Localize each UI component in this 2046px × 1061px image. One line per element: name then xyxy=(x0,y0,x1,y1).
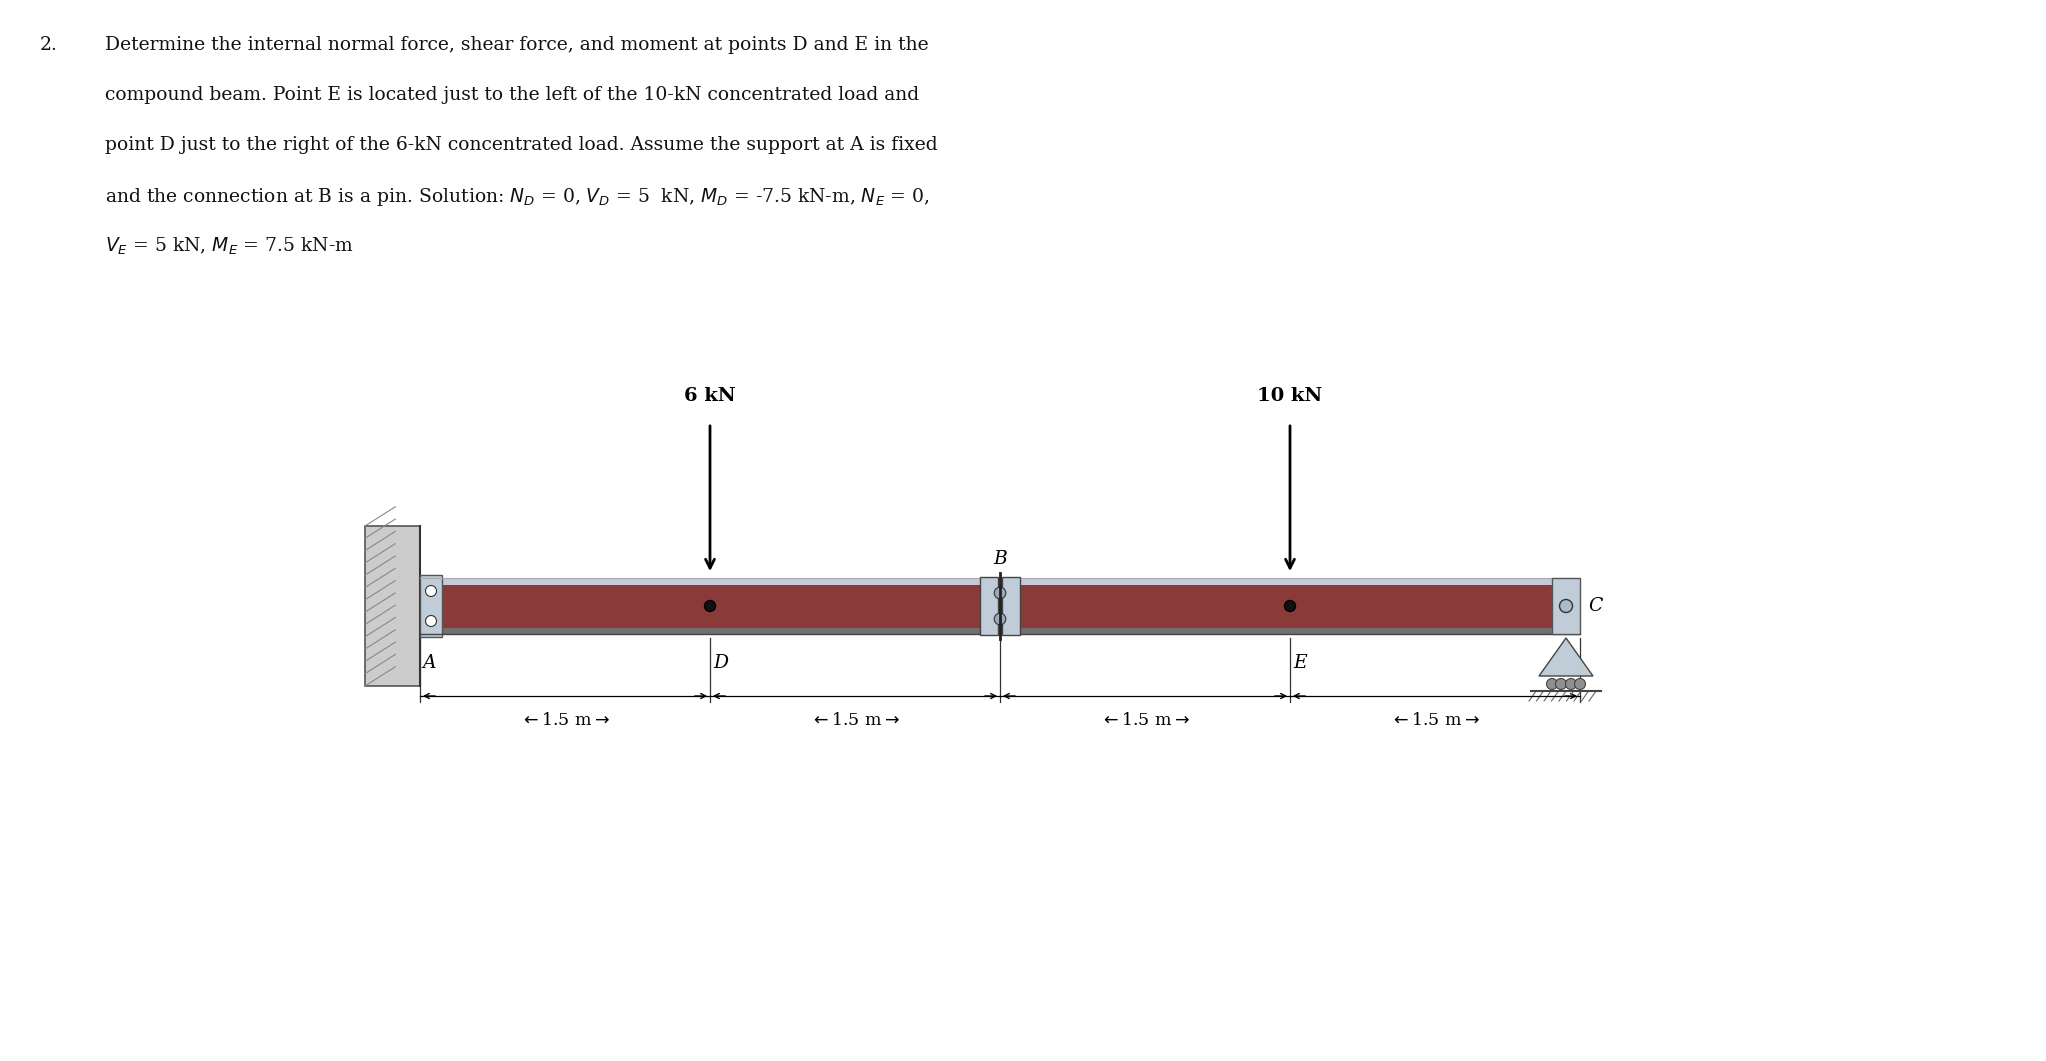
Text: 6 kN: 6 kN xyxy=(683,387,737,405)
Bar xyxy=(419,578,1580,585)
Text: 10 kN: 10 kN xyxy=(1258,387,1322,405)
Text: point D just to the right of the 6-kN concentrated load. Assume the support at A: point D just to the right of the 6-kN co… xyxy=(104,136,937,154)
Text: $\leftarrow$1.5 m$\rightarrow$: $\leftarrow$1.5 m$\rightarrow$ xyxy=(810,712,900,729)
Text: $V_E$ = 5 kN, $M_E$ = 7.5 kN-m: $V_E$ = 5 kN, $M_E$ = 7.5 kN-m xyxy=(104,236,354,258)
Bar xyxy=(419,578,1580,634)
Circle shape xyxy=(994,587,1007,598)
Circle shape xyxy=(704,601,716,611)
Circle shape xyxy=(1565,678,1577,690)
Bar xyxy=(980,577,998,634)
Bar xyxy=(1553,578,1580,634)
Circle shape xyxy=(1555,678,1567,690)
Circle shape xyxy=(994,613,1007,625)
Text: $\leftarrow$1.5 m$\rightarrow$: $\leftarrow$1.5 m$\rightarrow$ xyxy=(1101,712,1191,729)
Text: Determine the internal normal force, shear force, and moment at points D and E i: Determine the internal normal force, she… xyxy=(104,36,929,54)
Bar xyxy=(1003,577,1021,634)
Circle shape xyxy=(426,615,436,626)
Text: E: E xyxy=(1293,654,1307,672)
Circle shape xyxy=(1285,601,1295,611)
Circle shape xyxy=(1559,599,1573,612)
Text: 2.: 2. xyxy=(41,36,57,54)
Text: compound beam. Point E is located just to the left of the 10-kN concentrated loa: compound beam. Point E is located just t… xyxy=(104,86,919,104)
Text: C: C xyxy=(1588,597,1602,615)
Text: and the connection at B is a pin. Solution: $N_D$ = 0, $V_D$ = 5  kN, $M_D$ = -7: and the connection at B is a pin. Soluti… xyxy=(104,186,929,208)
Text: $\leftarrow$1.5 m$\rightarrow$: $\leftarrow$1.5 m$\rightarrow$ xyxy=(520,712,610,729)
Bar xyxy=(419,575,442,637)
Bar xyxy=(364,526,419,686)
Text: $\leftarrow$1.5 m$\rightarrow$: $\leftarrow$1.5 m$\rightarrow$ xyxy=(1389,712,1479,729)
Text: B: B xyxy=(992,550,1007,568)
Circle shape xyxy=(426,586,436,596)
Circle shape xyxy=(1575,678,1586,690)
Circle shape xyxy=(1547,678,1557,690)
Text: D: D xyxy=(712,654,728,672)
Text: A: A xyxy=(421,654,436,672)
Bar xyxy=(419,628,1580,634)
Polygon shape xyxy=(1539,638,1594,676)
